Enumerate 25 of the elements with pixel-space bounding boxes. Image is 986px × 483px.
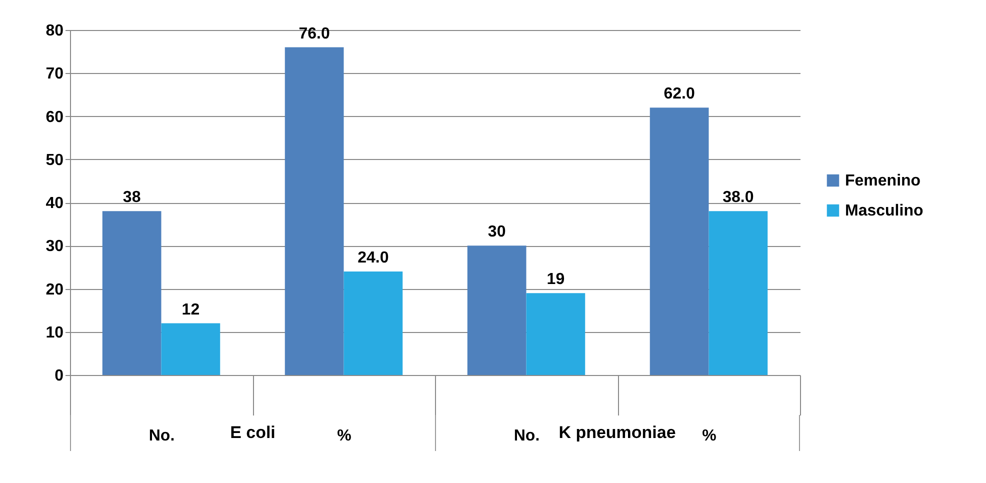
y-tick-label: 50 bbox=[46, 152, 64, 169]
x-tick-label: % bbox=[702, 428, 716, 444]
y-tick-label: 80 bbox=[46, 22, 64, 40]
y-tick-label: 0 bbox=[54, 368, 64, 384]
y-tick-label: 40 bbox=[46, 195, 64, 212]
text: K pneumoniae bbox=[558, 423, 676, 442]
x-tick-label: No. bbox=[148, 428, 175, 444]
y-tick-label: 60 bbox=[46, 108, 64, 126]
text: E coli bbox=[230, 423, 276, 442]
data-label: 62.0 bbox=[664, 86, 695, 103]
data-label: 19 bbox=[546, 271, 565, 288]
y-tick-label: 10 bbox=[46, 324, 64, 342]
x-tick-label: % bbox=[337, 428, 352, 444]
data-label: 30 bbox=[488, 224, 506, 241]
x-tick-label: No. bbox=[514, 428, 540, 444]
data-label: 12 bbox=[182, 301, 200, 318]
legend-label: Femenino bbox=[845, 172, 921, 190]
y-tick-label: 20 bbox=[46, 281, 64, 298]
legend-label: Masculino bbox=[845, 202, 924, 220]
y-tick-label: 70 bbox=[46, 66, 64, 83]
data-label: 38.0 bbox=[722, 189, 754, 206]
data-label: 38 bbox=[122, 189, 141, 206]
y-tick-label: 30 bbox=[46, 238, 64, 256]
data-label: 76.0 bbox=[298, 25, 330, 42]
data-label: 24.0 bbox=[358, 250, 389, 266]
